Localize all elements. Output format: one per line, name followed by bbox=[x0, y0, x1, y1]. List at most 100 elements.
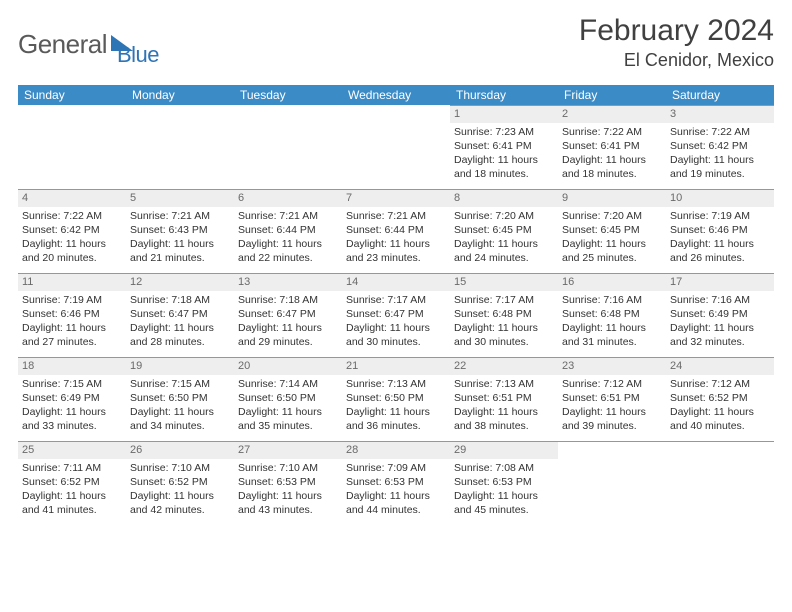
sunrise-line: Sunrise: 7:16 AM bbox=[562, 293, 662, 307]
sunset-line: Sunset: 6:51 PM bbox=[562, 391, 662, 405]
day-number: 22 bbox=[450, 358, 558, 375]
day-number: 29 bbox=[450, 442, 558, 459]
day-number: 1 bbox=[450, 106, 558, 123]
sunset-line: Sunset: 6:47 PM bbox=[346, 307, 446, 321]
day-cell: 26Sunrise: 7:10 AMSunset: 6:52 PMDayligh… bbox=[126, 441, 234, 525]
sunset-line: Sunset: 6:53 PM bbox=[238, 475, 338, 489]
day-number: 25 bbox=[18, 442, 126, 459]
sunset-line: Sunset: 6:45 PM bbox=[454, 223, 554, 237]
day-cell: 2Sunrise: 7:22 AMSunset: 6:41 PMDaylight… bbox=[558, 105, 666, 189]
empty-cell bbox=[666, 441, 774, 525]
logo-text-general: General bbox=[18, 29, 107, 60]
day-cell: 19 Sunrise: 7:15 AMSunset: 6:50 PMDayligh… bbox=[126, 357, 234, 441]
sunset-line: Sunset: 6:43 PM bbox=[130, 223, 230, 237]
daylight-line: Daylight: 11 hours and 18 minutes. bbox=[454, 153, 554, 181]
sunrise-line: Sunrise: 7:22 AM bbox=[562, 125, 662, 139]
sunrise-line: Sunrise: 7:18 AM bbox=[130, 293, 230, 307]
day-number: 28 bbox=[342, 442, 450, 459]
daylight-line: Daylight: 11 hours and 32 minutes. bbox=[670, 321, 770, 349]
sunset-line: Sunset: 6:53 PM bbox=[454, 475, 554, 489]
sunrise-line: Sunrise: 7:19 AM bbox=[22, 293, 122, 307]
sunrise-line: Sunrise: 7:12 AM bbox=[670, 377, 770, 391]
daylight-line: Daylight: 11 hours and 35 minutes. bbox=[238, 405, 338, 433]
day-number: 11 bbox=[18, 274, 126, 291]
day-cell: 24Sunrise: 7:12 AMSunset: 6:52 PMDayligh… bbox=[666, 357, 774, 441]
daylight-line: Daylight: 11 hours and 38 minutes. bbox=[454, 405, 554, 433]
day-number: 27 bbox=[234, 442, 342, 459]
daylight-line: Daylight: 11 hours and 34 minutes. bbox=[130, 405, 230, 433]
daylight-line: Daylight: 11 hours and 39 minutes. bbox=[562, 405, 662, 433]
sunset-line: Sunset: 6:48 PM bbox=[454, 307, 554, 321]
daylight-line: Daylight: 11 hours and 26 minutes. bbox=[670, 237, 770, 265]
sunset-line: Sunset: 6:45 PM bbox=[562, 223, 662, 237]
daylight-line: Daylight: 11 hours and 44 minutes. bbox=[346, 489, 446, 517]
weekday-header: Wednesday bbox=[342, 85, 450, 105]
daylight-line: Daylight: 11 hours and 41 minutes. bbox=[22, 489, 122, 517]
daylight-line: Daylight: 11 hours and 45 minutes. bbox=[454, 489, 554, 517]
day-cell: 14Sunrise: 7:17 AMSunset: 6:47 PMDayligh… bbox=[342, 273, 450, 357]
sunset-line: Sunset: 6:42 PM bbox=[670, 139, 770, 153]
sunrise-line: Sunrise: 7:15 AM bbox=[130, 377, 230, 391]
sunrise-line: Sunrise: 7:19 AM bbox=[670, 209, 770, 223]
daylight-line: Daylight: 11 hours and 30 minutes. bbox=[454, 321, 554, 349]
sunrise-line: Sunrise: 7:15 AM bbox=[22, 377, 122, 391]
day-number: 19 bbox=[126, 358, 234, 375]
day-number: 16 bbox=[558, 274, 666, 291]
day-number: 2 bbox=[558, 106, 666, 123]
sunrise-line: Sunrise: 7:17 AM bbox=[454, 293, 554, 307]
sunrise-line: Sunrise: 7:20 AM bbox=[454, 209, 554, 223]
day-cell: 5Sunrise: 7:21 AMSunset: 6:43 PMDaylight… bbox=[126, 189, 234, 273]
day-cell: 12Sunrise: 7:18 AMSunset: 6:47 PMDayligh… bbox=[126, 273, 234, 357]
day-number: 23 bbox=[558, 358, 666, 375]
sunrise-line: Sunrise: 7:16 AM bbox=[670, 293, 770, 307]
sunrise-line: Sunrise: 7:21 AM bbox=[238, 209, 338, 223]
day-number: 12 bbox=[126, 274, 234, 291]
sunset-line: Sunset: 6:44 PM bbox=[346, 223, 446, 237]
sunset-line: Sunset: 6:41 PM bbox=[454, 139, 554, 153]
sunset-line: Sunset: 6:52 PM bbox=[130, 475, 230, 489]
location: El Cenidor, Mexico bbox=[579, 50, 774, 71]
day-cell: 18Sunrise: 7:15 AMSunset: 6:49 PMDayligh… bbox=[18, 357, 126, 441]
day-cell: 29Sunrise: 7:08 AMSunset: 6:53 PMDayligh… bbox=[450, 441, 558, 525]
day-cell: 11Sunrise: 7:19 AMSunset: 6:46 PMDayligh… bbox=[18, 273, 126, 357]
day-number: 20 bbox=[234, 358, 342, 375]
day-number: 4 bbox=[18, 190, 126, 207]
daylight-line: Daylight: 11 hours and 42 minutes. bbox=[130, 489, 230, 517]
sunrise-line: Sunrise: 7:21 AM bbox=[346, 209, 446, 223]
sunrise-line: Sunrise: 7:23 AM bbox=[454, 125, 554, 139]
day-number: 21 bbox=[342, 358, 450, 375]
daylight-line: Daylight: 11 hours and 30 minutes. bbox=[346, 321, 446, 349]
day-cell: 21Sunrise: 7:13 AMSunset: 6:50 PMDayligh… bbox=[342, 357, 450, 441]
daylight-line: Daylight: 11 hours and 36 minutes. bbox=[346, 405, 446, 433]
day-cell: 28Sunrise: 7:09 AMSunset: 6:53 PMDayligh… bbox=[342, 441, 450, 525]
empty-cell bbox=[126, 105, 234, 189]
sunrise-line: Sunrise: 7:13 AM bbox=[346, 377, 446, 391]
logo: General Blue bbox=[18, 14, 159, 68]
day-cell: 15 Sunrise: 7:17 AMSunset: 6:48 PMDayligh… bbox=[450, 273, 558, 357]
sunrise-line: Sunrise: 7:10 AM bbox=[238, 461, 338, 475]
day-number: 15 bbox=[450, 274, 558, 291]
sunrise-line: Sunrise: 7:13 AM bbox=[454, 377, 554, 391]
header: General Blue February 2024 El Cenidor, M… bbox=[18, 14, 774, 71]
sunset-line: Sunset: 6:44 PM bbox=[238, 223, 338, 237]
sunset-line: Sunset: 6:51 PM bbox=[454, 391, 554, 405]
sunrise-line: Sunrise: 7:18 AM bbox=[238, 293, 338, 307]
daylight-line: Daylight: 11 hours and 24 minutes. bbox=[454, 237, 554, 265]
daylight-line: Daylight: 11 hours and 28 minutes. bbox=[130, 321, 230, 349]
daylight-line: Daylight: 11 hours and 23 minutes. bbox=[346, 237, 446, 265]
sunset-line: Sunset: 6:50 PM bbox=[130, 391, 230, 405]
day-cell: 1 Sunrise: 7:23 AMSunset: 6:41 PMDaylight… bbox=[450, 105, 558, 189]
sunrise-line: Sunrise: 7:22 AM bbox=[22, 209, 122, 223]
day-cell: 16Sunrise: 7:16 AMSunset: 6:48 PMDayligh… bbox=[558, 273, 666, 357]
daylight-line: Daylight: 11 hours and 18 minutes. bbox=[562, 153, 662, 181]
day-number: 3 bbox=[666, 106, 774, 123]
daylight-line: Daylight: 11 hours and 19 minutes. bbox=[670, 153, 770, 181]
sunset-line: Sunset: 6:49 PM bbox=[670, 307, 770, 321]
weekday-header: Sunday bbox=[18, 85, 126, 105]
daylight-line: Daylight: 11 hours and 27 minutes. bbox=[22, 321, 122, 349]
sunset-line: Sunset: 6:53 PM bbox=[346, 475, 446, 489]
daylight-line: Daylight: 11 hours and 29 minutes. bbox=[238, 321, 338, 349]
month-title: February 2024 bbox=[579, 14, 774, 48]
empty-cell bbox=[18, 105, 126, 189]
empty-cell bbox=[558, 441, 666, 525]
